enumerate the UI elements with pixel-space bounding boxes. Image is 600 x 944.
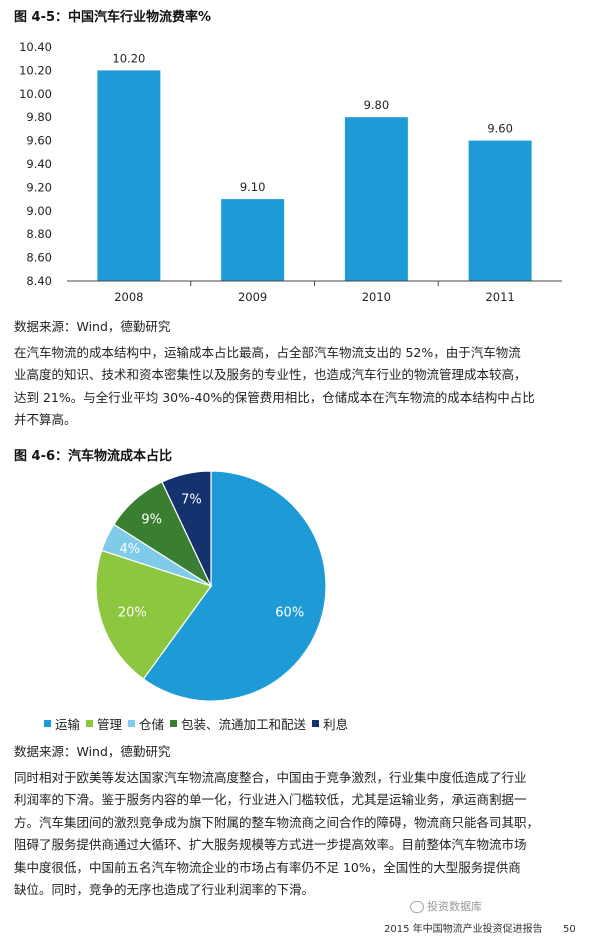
y-tick-label: 9.20 — [26, 180, 52, 194]
watermark-text: 投资数据库 — [427, 900, 482, 913]
y-tick-label: 10.40 — [19, 40, 52, 54]
legend-item: 运输 — [44, 714, 80, 733]
report-title: 2015 年中国物流产业投资促进报告 — [384, 924, 543, 935]
bar-2011 — [468, 140, 532, 281]
legend-label: 仓储 — [139, 717, 165, 732]
pie-slice-1 — [142, 470, 327, 702]
bar-2008 — [97, 70, 161, 282]
paragraph-2: 同时相对于欧美等发达国家汽车物流高度整合，中国由于竞争激烈，行业集中度低造成了行… — [14, 767, 539, 901]
paragraph-1-line: 达到 21%。与全行业平均 30%-40%的保管费用相比，仓储成本在汽车物流的成… — [14, 389, 535, 405]
pie-legend: 运输 管理 仓储 包装、流通加工和配送 利息 — [44, 714, 354, 733]
legend-label: 运输 — [55, 717, 81, 732]
bar-value-label: 9.10 — [240, 180, 266, 194]
y-tick-label: 9.00 — [26, 204, 52, 218]
paragraph-2-line: 阻碍了服务提供商通过大循环、扩大服务规模等方式进一步提高效率。目前整体汽车物流市… — [14, 837, 527, 853]
pie-slice-2 — [95, 549, 212, 680]
watermark-icon — [410, 901, 424, 913]
pie-slice-label: 20% — [118, 606, 147, 621]
legend-label: 管理 — [97, 717, 123, 732]
y-tick-label: 8.60 — [26, 251, 52, 265]
pie-slice-label: 4% — [120, 542, 141, 557]
y-tick-label: 9.60 — [26, 134, 52, 148]
paragraph-2-line: 缺位。同时，竞争的无序也造成了行业利润率的下滑。 — [14, 882, 315, 898]
paragraph-1-line: 并不算高。 — [14, 412, 77, 428]
pie-chart: 60% 20% 4%9% 7% — [95, 470, 327, 702]
legend-label: 包装、流通加工和配送 — [181, 717, 307, 732]
bar-2009 — [221, 199, 285, 281]
legend-swatch — [170, 720, 178, 727]
page-footer: 2015 年中国物流产业投资促进报告 50 — [384, 920, 576, 935]
bar-value-label: 9.80 — [364, 98, 390, 112]
figure1-source: 数据来源：Wind，德勤研究 — [14, 319, 171, 334]
bar-chart: 8.40 8.60 8.80 9.00 9.20 9.40 9.60 9.80 10.00 10.… — [19, 40, 562, 304]
x-tick-label: 2011 — [485, 290, 514, 304]
bar-value-label: 9.60 — [487, 122, 513, 136]
x-tick-label: 2009 — [238, 290, 267, 304]
paragraph-2-line: 集中度很低，中国前五名汽车物流企业的市场占有率仍不足 10%，全国性的大型服务提… — [14, 859, 521, 875]
pie-slice-label: 60% — [275, 606, 304, 621]
pie-slice-5 — [161, 470, 212, 587]
paragraph-2-line: 利润率的下滑。鉴于服务内容的单一化，行业进入门槛较低，尤其是运输业务，承运商割据… — [14, 792, 527, 808]
x-tick-label: 2008 — [114, 290, 143, 304]
legend-swatch — [312, 720, 320, 727]
legend-item: 利息 — [312, 714, 348, 733]
y-tick-label: 9.40 — [26, 157, 52, 171]
legend-label: 利息 — [323, 717, 349, 732]
paragraph-1: 在汽车物流的成本结构中，运输成本占比最高，占全部汽车物流支出的 52%，由于汽车… — [14, 342, 535, 432]
bar-value-label: 10.20 — [112, 51, 145, 65]
y-tick-label: 9.80 — [26, 110, 52, 124]
figure2-title: 图 4-6：汽车物流成本占比 — [14, 449, 173, 464]
y-tick-label: 8.80 — [26, 227, 52, 241]
page-number: 50 — [563, 924, 576, 935]
bar-2010 — [344, 117, 408, 281]
figure2-source: 数据来源：Wind，德勤研究 — [14, 744, 171, 759]
legend-swatch — [44, 720, 51, 727]
figure1-title: 图 4-5：中国汽车行业物流费率% — [14, 10, 212, 25]
legend-item: 包装、流通加工和配送 — [170, 714, 306, 733]
pie-slice-label: 9% — [141, 513, 162, 528]
legend-swatch — [128, 720, 136, 727]
y-tick-label: 10.20 — [19, 63, 52, 77]
legend-item: 管理 — [86, 714, 122, 733]
pie-slice-label: 7% — [181, 492, 202, 507]
x-tick-label: 2010 — [362, 290, 391, 304]
paragraph-2-line: 同时相对于欧美等发达国家汽车物流高度整合，中国由于竞争激烈，行业集中度低造成了行… — [14, 770, 527, 785]
legend-swatch — [86, 720, 94, 727]
y-tick-label: 10.00 — [19, 87, 52, 101]
paragraph-1-line: 业高度的知识、技术和资本密集性以及服务的专业性，也造成汽车行业的物流管理成本较高… — [14, 367, 527, 383]
paragraph-2-line: 方。汽车集团间的激烈竞争成为旗下附属的整车物流商之间合作的障碍，物流商只能各司其… — [14, 814, 540, 830]
legend-item: 仓储 — [128, 714, 164, 733]
paragraph-1-line: 在汽车物流的成本结构中，运输成本占比最高，占全部汽车物流支出的 52%，由于汽车… — [14, 345, 521, 360]
watermark: 投资数据库 — [410, 898, 482, 914]
y-tick-label: 8.40 — [26, 274, 52, 288]
